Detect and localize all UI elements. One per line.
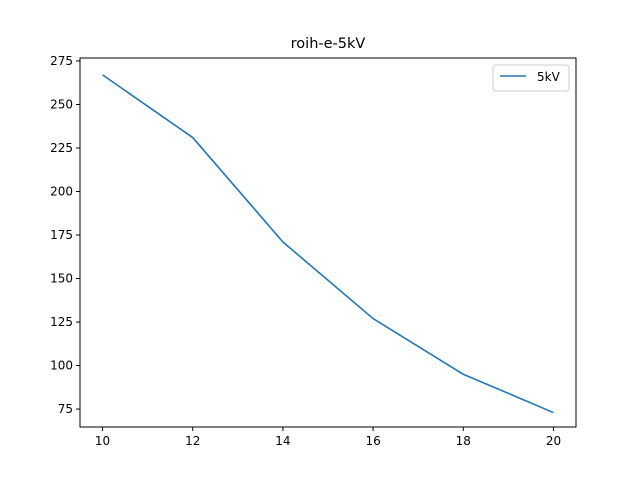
legend-box	[492, 64, 570, 92]
series-line-5kv	[102, 74, 554, 414]
y-tick-label: 75	[58, 402, 73, 416]
y-tick-label: 125	[50, 315, 73, 329]
x-tick-label: 20	[546, 434, 561, 448]
y-tick-label: 200	[50, 185, 73, 199]
y-tick-label: 100	[50, 359, 73, 373]
legend: 5kV	[492, 64, 570, 92]
plot-area: 10 12 14 16 18 20 75 100 125 150 175 200 225 250 275	[50, 54, 561, 448]
axes-frame	[79, 57, 577, 428]
x-tick-label: 18	[456, 434, 471, 448]
chart-title: roih-e-5kV	[291, 36, 366, 52]
x-tick-label: 16	[365, 434, 380, 448]
legend-label-5kv: 5kV	[537, 70, 561, 84]
x-tick-label: 12	[185, 434, 200, 448]
x-tick-label: 14	[275, 434, 290, 448]
y-tick-label: 275	[50, 54, 73, 68]
x-tick-label: 10	[95, 434, 110, 448]
y-tick-label: 175	[50, 228, 73, 242]
y-tick-label: 250	[50, 97, 73, 111]
y-tick-label: 225	[50, 141, 73, 155]
y-tick-label: 150	[50, 272, 73, 286]
